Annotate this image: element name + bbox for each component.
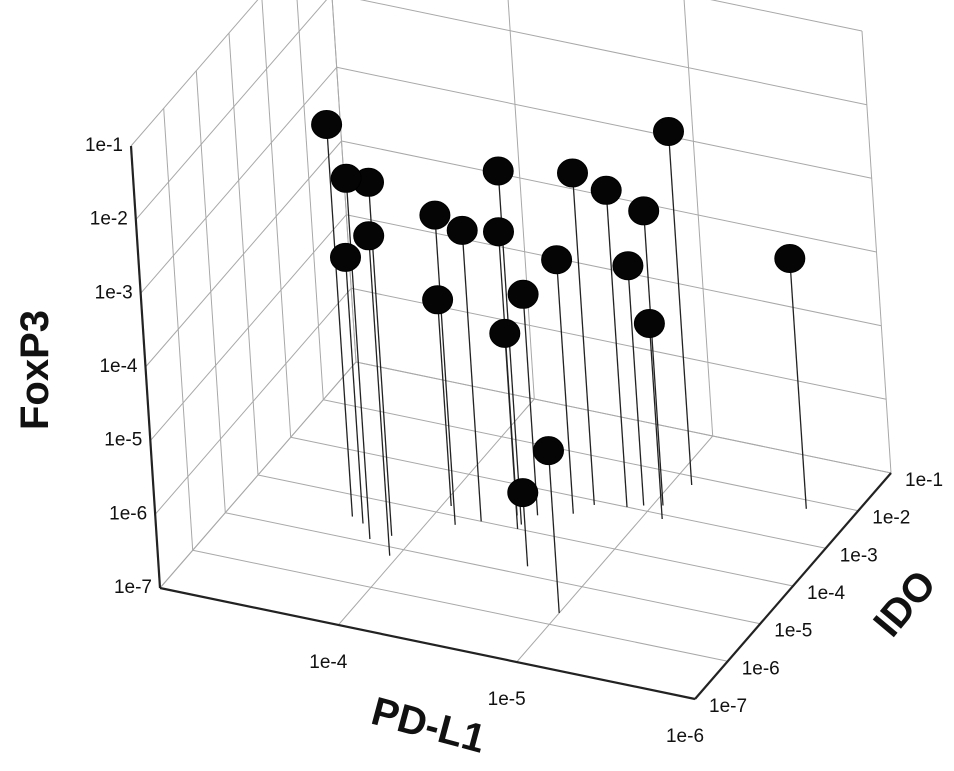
data-point <box>590 175 622 205</box>
left-wall-grid-line <box>195 70 226 513</box>
back-wall-grid-line <box>507 0 535 400</box>
data-point <box>330 242 361 272</box>
data-point <box>653 117 684 146</box>
data-point <box>612 251 644 281</box>
drop-line <box>667 131 693 486</box>
ido-tick-label: 1e-1 <box>905 470 943 491</box>
ido-axis-line <box>694 472 892 700</box>
data-point <box>557 158 588 188</box>
foxp3-tick-label: 1e-5 <box>104 430 142 451</box>
foxp3-tick-label: 1e-3 <box>95 282 133 303</box>
drop-line <box>368 235 391 556</box>
back-wall-grid-line <box>861 30 892 474</box>
data-point <box>446 215 478 245</box>
left-wall-grid-line <box>163 108 194 551</box>
pdl1-tick-labels: 1e-4 1e-5 1e-6 <box>309 652 704 747</box>
foxp3-tick-label: 1e-7 <box>114 577 152 598</box>
data-points <box>311 110 806 508</box>
ido-tick-label: 1e-7 <box>709 696 747 717</box>
data-point <box>483 217 514 247</box>
back-wall-grid-line <box>359 0 867 106</box>
ido-tick-labels: 1e-1 1e-2 1e-3 1e-4 1e-5 1e-6 1e-7 <box>709 470 943 717</box>
drop-line <box>605 190 628 508</box>
ido-tick-label: 1e-2 <box>872 508 910 529</box>
ido-tick-label: 1e-3 <box>840 545 878 566</box>
drop-line <box>522 294 539 516</box>
data-point <box>541 245 573 275</box>
data-point <box>507 478 539 508</box>
drop-line <box>555 259 574 514</box>
drop-line <box>643 210 664 506</box>
pdl1-axis-line <box>159 586 696 701</box>
axis-frame <box>129 145 892 701</box>
foxp3-tick-label: 1e-1 <box>85 135 123 156</box>
data-point <box>533 436 564 466</box>
ido-axis-title: IDO <box>865 562 944 645</box>
drop-lines <box>325 124 807 614</box>
pdl1-tick-label: 1e-5 <box>488 689 526 710</box>
back-wall-grid-line <box>683 0 714 437</box>
drop-line <box>627 265 645 506</box>
data-point <box>422 285 454 315</box>
ido-tick-label: 1e-4 <box>807 583 845 604</box>
data-point <box>633 309 665 338</box>
back-wall-grid-line <box>710 0 863 32</box>
data-point <box>628 196 660 226</box>
floor-grid-line <box>290 436 826 549</box>
back-wall-grid-line <box>336 66 872 179</box>
foxp3-tick-label: 1e-4 <box>99 356 137 377</box>
left-wall-grid-line <box>130 0 259 147</box>
drop-line <box>461 230 482 522</box>
drop-line <box>648 323 663 520</box>
data-point <box>507 279 539 309</box>
foxp3-axis-title: FoxP3 <box>13 310 57 430</box>
floor-grid-line <box>192 549 728 662</box>
drop-line <box>571 172 595 505</box>
drop-line <box>434 215 456 525</box>
data-point <box>482 156 514 186</box>
data-point <box>353 221 385 251</box>
floor-grid-line <box>225 512 761 625</box>
data-point <box>311 110 343 139</box>
left-wall-grid-line <box>331 0 357 363</box>
drop-line <box>345 178 371 540</box>
left-wall-grid-line <box>296 0 324 400</box>
data-point <box>489 318 521 348</box>
ido-tick-label: 1e-6 <box>742 658 780 679</box>
pdl1-axis-title: PD-L1 <box>367 689 490 761</box>
foxp3-tick-labels: 1e-1 1e-2 1e-3 1e-4 1e-5 1e-6 1e-7 <box>85 135 152 598</box>
left-wall-grid-line <box>228 32 259 476</box>
drop-line <box>325 124 354 517</box>
foxp3-axis-line <box>129 145 162 589</box>
foxp3-tick-label: 1e-6 <box>109 503 147 524</box>
left-wall-grid-line <box>261 0 292 438</box>
ido-tick-label: 1e-5 <box>774 621 812 642</box>
drop-line <box>789 258 807 509</box>
data-point <box>774 244 806 273</box>
data-point <box>419 200 451 230</box>
drop-line <box>344 257 364 524</box>
drop-line <box>436 299 452 507</box>
drop-line <box>547 450 560 614</box>
data-point <box>330 163 362 193</box>
pdl1-tick-label: 1e-6 <box>666 726 704 747</box>
foxp3-tick-label: 1e-2 <box>90 209 128 230</box>
grid-lines <box>130 0 892 700</box>
pdl1-tick-label: 1e-4 <box>309 652 347 673</box>
